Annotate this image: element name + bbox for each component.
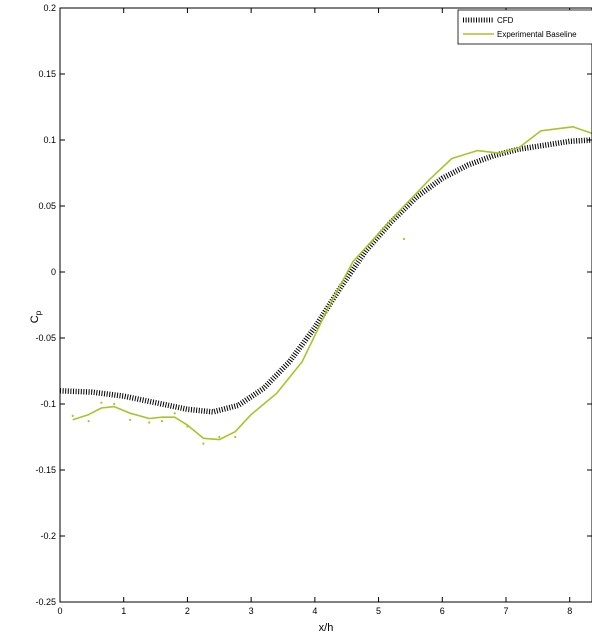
y-tick-label: -0.1: [40, 399, 56, 409]
legend: CFD Experimental Baseline: [457, 9, 592, 45]
data-point-marker: [402, 237, 406, 241]
data-point-marker: [160, 420, 164, 423]
data-point-marker: [100, 401, 103, 404]
y-tick-label: 0.15: [38, 69, 56, 79]
tick-layer: 0 1 2 3 4 5 6 7 8 0.2 0.15 0.1 0.05 0 -0.05 -0.1 -0.15 -0…: [35, 3, 592, 616]
data-point-marker: [202, 442, 205, 445]
data-point-marker: [234, 435, 237, 439]
legend-label-experimental: Experimental Baseline: [497, 30, 577, 39]
plot-frame: [59, 7, 592, 603]
x-tick-label: 6: [440, 606, 445, 616]
plot-background: [60, 8, 592, 602]
data-point-marker: [173, 412, 176, 415]
x-tick-label: 0: [57, 606, 62, 616]
y-tick-label: 0.2: [43, 3, 56, 13]
x-tick-label: 5: [376, 606, 381, 616]
data-point-marker: [71, 414, 74, 417]
x-tick-label: 7: [503, 606, 508, 616]
series-line-experimental: [72, 126, 592, 441]
x-tick-label: 2: [185, 606, 190, 616]
y-axis-label: Cp: [29, 310, 43, 323]
axes-layer: [59, 7, 592, 603]
legend-label-cfd: CFD: [497, 16, 514, 25]
legend-box: [457, 9, 592, 45]
y-tick-label: 0: [51, 267, 56, 277]
y-tick-label: -0.25: [35, 597, 56, 607]
series-layer: [59, 126, 592, 445]
x-tick-label: 3: [249, 606, 254, 616]
data-point-marker: [186, 425, 189, 428]
data-point-marker: [148, 421, 151, 424]
y-tick-label: 0.1: [43, 135, 56, 145]
data-point-marker: [218, 435, 221, 439]
x-tick-label: 8: [567, 606, 572, 616]
y-tick-label: 0.05: [38, 201, 56, 211]
y-axis-label-subscript: p: [34, 310, 43, 315]
series-line-cfd: [59, 137, 592, 415]
y-tick-label: -0.15: [35, 465, 56, 475]
x-tick-label: 4: [312, 606, 317, 616]
y-tick-label: -0.05: [35, 333, 56, 343]
data-point-marker: [128, 418, 132, 421]
x-axis-label: x/h: [319, 622, 334, 634]
data-point-marker: [87, 420, 90, 423]
x-tick-label: 1: [121, 606, 126, 616]
svg-text:Cp: Cp: [29, 310, 43, 323]
data-point-marker: [113, 402, 116, 406]
y-axis-label-main: C: [29, 315, 41, 323]
y-tick-label: -0.2: [40, 531, 56, 541]
